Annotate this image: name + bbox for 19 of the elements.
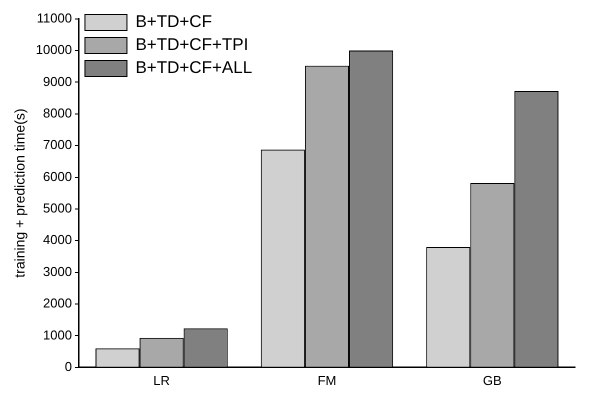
y-tick-label: 3000 <box>43 264 72 279</box>
y-tick-label: 9000 <box>43 74 72 89</box>
y-tick-label: 0 <box>64 358 72 374</box>
x-tick-label: LR <box>153 372 170 388</box>
x-tick-label: FM <box>318 372 336 388</box>
y-tick-label: 2000 <box>43 296 72 311</box>
legend-label: B+TD+CF <box>135 12 212 32</box>
y-tick-label: 5000 <box>43 200 72 216</box>
y-tick-label: 7000 <box>43 137 72 152</box>
x-tick-label: GB <box>482 372 502 388</box>
y-tick-label: 11000 <box>36 10 72 26</box>
y-tick-label: 4000 <box>43 232 72 248</box>
y-tick-label: 6000 <box>43 168 72 184</box>
y-tick-label: 1000 <box>43 327 72 342</box>
y-tick-label: 8000 <box>43 105 72 120</box>
legend-label: B+TD+CF+ALL <box>135 58 252 78</box>
legend-label: B+TD+CF+TPI <box>135 35 248 54</box>
y-tick-label: 10000 <box>36 42 72 58</box>
y-axis-title: training + prediction time(s) <box>11 108 28 278</box>
